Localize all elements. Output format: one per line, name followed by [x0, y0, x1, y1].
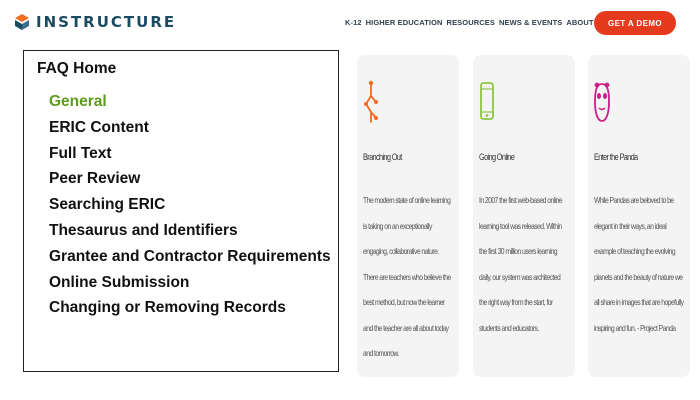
card-title: Enter the Panda	[594, 152, 638, 162]
instructure-logo-icon	[15, 14, 29, 30]
faq-item-grantee-requirements[interactable]: Grantee and Contractor Requirements	[49, 247, 331, 265]
top-nav: K-12 HIGHER EDUCATION RESOURCES NEWS & E…	[345, 18, 606, 27]
faq-list: General ERIC Content Full Text Peer Revi…	[49, 91, 334, 323]
faq-item-eric-content[interactable]: ERIC Content	[49, 118, 149, 136]
faq-item-online-submission[interactable]: Online Submission	[49, 273, 190, 291]
card-branching-out: Branching Out The modern state of online…	[357, 55, 459, 377]
card-enter-the-panda: Enter the Panda While Pandas are beloved…	[588, 55, 690, 377]
faq-menu: FAQ Home General ERIC Content Full Text …	[23, 50, 339, 372]
logo-text: INSTRUCTURE	[36, 13, 177, 31]
nav-higher-education[interactable]: HIGHER EDUCATION	[365, 18, 443, 27]
nav-k12[interactable]: K-12	[345, 18, 362, 27]
get-a-demo-button[interactable]: GET A DEMO	[594, 11, 676, 35]
card-body: While Pandas are beloved to be elegant i…	[594, 195, 684, 333]
nav-news-events[interactable]: NEWS & EVENTS	[498, 18, 563, 27]
faq-item-changing-removing[interactable]: Changing or Removing Records	[49, 299, 286, 317]
faq-item-full-text[interactable]: Full Text	[49, 144, 112, 162]
nav-resources[interactable]: RESOURCES	[446, 18, 495, 27]
card-title: Branching Out	[363, 152, 402, 162]
instructure-logo[interactable]: INSTRUCTURE	[14, 13, 176, 31]
panda-icon	[594, 82, 610, 122]
faq-home-link[interactable]: FAQ Home	[37, 60, 117, 77]
card-going-online: Going Online In 2007 the first web-based…	[473, 55, 575, 377]
card-body: The modern state of online learning is t…	[363, 195, 451, 358]
card-body: In 2007 the first web-based online learn…	[479, 195, 563, 333]
faq-item-thesaurus[interactable]: Thesaurus and Identifiers	[49, 221, 238, 239]
card-title: Going Online	[479, 152, 515, 162]
faq-item-peer-review[interactable]: Peer Review	[49, 170, 141, 188]
nav-about-us[interactable]: ABOUT US	[566, 18, 607, 27]
faq-item-general[interactable]: General	[49, 93, 107, 110]
site-header: INSTRUCTURE K-12 HIGHER EDUCATION RESOUR…	[0, 0, 700, 44]
branch-icon	[364, 80, 378, 123]
faq-item-searching-eric[interactable]: Searching ERIC	[49, 196, 166, 214]
phone-icon	[480, 82, 494, 120]
